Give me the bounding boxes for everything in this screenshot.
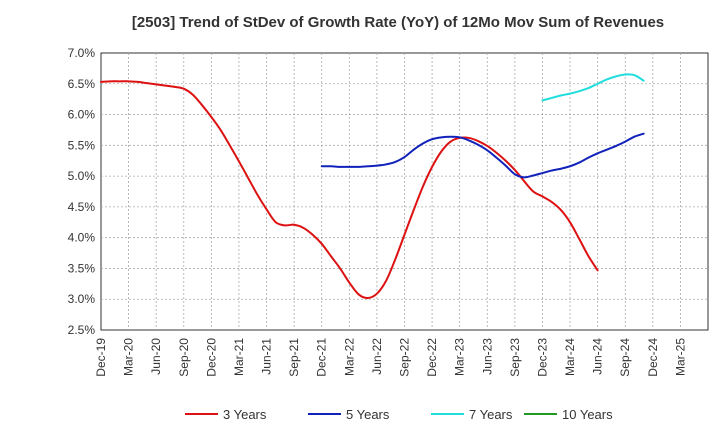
x-tick-label: Jun-20 — [149, 338, 163, 375]
x-tick-label: Mar-23 — [453, 338, 467, 376]
x-tick-label: Mar-20 — [122, 338, 136, 376]
series-line-3-years — [100, 80, 599, 299]
x-tick-label: Jun-23 — [480, 338, 494, 375]
y-tick-label: 5.0% — [68, 169, 96, 183]
y-tick-label: 4.5% — [68, 200, 96, 214]
x-tick-label: Sep-22 — [398, 338, 412, 377]
legend: 3 Years 5 Years 7 Years 10 Years — [185, 407, 613, 422]
x-tick-label: Dec-19 — [94, 338, 108, 377]
x-tick-label: Sep-24 — [618, 338, 632, 377]
legend-label: 7 Years — [469, 407, 513, 422]
series-lines — [100, 73, 645, 299]
legend-label: 5 Years — [346, 407, 390, 422]
x-tick-label: Sep-23 — [508, 338, 522, 377]
y-tick-label: 3.5% — [68, 261, 96, 275]
x-tick-label: Mar-21 — [232, 338, 246, 376]
legend-label: 10 Years — [562, 407, 613, 422]
x-axis: Dec-19 Mar-20 Jun-20 Sep-20 Dec-20 Mar-21 Jun-… — [94, 338, 687, 377]
chart-title: [2503] Trend of StDev of Growth Rate (Yo… — [132, 14, 664, 31]
x-tick-label: Dec-22 — [425, 338, 439, 377]
x-tick-label: Dec-21 — [315, 338, 329, 377]
series-line-5-years — [320, 132, 645, 179]
y-tick-label: 3.0% — [68, 292, 96, 306]
y-tick-label: 6.0% — [68, 108, 96, 122]
x-tick-label: Jun-22 — [370, 338, 384, 375]
y-tick-label: 7.0% — [68, 46, 96, 60]
legend-label: 3 Years — [223, 407, 267, 422]
x-tick-label: Dec-23 — [535, 338, 549, 377]
x-tick-label: Sep-21 — [287, 338, 301, 377]
x-tick-label: Mar-22 — [342, 338, 356, 376]
y-tick-label: 2.5% — [68, 323, 96, 337]
x-tick-label: Dec-20 — [204, 338, 218, 377]
y-tick-label: 6.5% — [68, 77, 96, 91]
grid-lines — [101, 53, 708, 330]
y-axis: 2.5% 3.0% 3.5% 4.0% 4.5% 5.0% 5.5% 6.0% 6.5% 7.0% — [68, 46, 96, 337]
x-tick-label: Jun-24 — [591, 338, 605, 375]
x-tick-label: Sep-20 — [177, 338, 191, 377]
x-tick-label: Jun-21 — [260, 338, 274, 375]
x-tick-label: Mar-24 — [563, 338, 577, 376]
x-tick-label: Mar-25 — [673, 338, 687, 376]
plot-area — [100, 52, 709, 331]
y-tick-label: 4.0% — [68, 231, 96, 245]
series-line-7-years — [541, 73, 645, 102]
y-tick-label: 5.5% — [68, 138, 96, 152]
x-tick-label: Dec-24 — [646, 338, 660, 377]
